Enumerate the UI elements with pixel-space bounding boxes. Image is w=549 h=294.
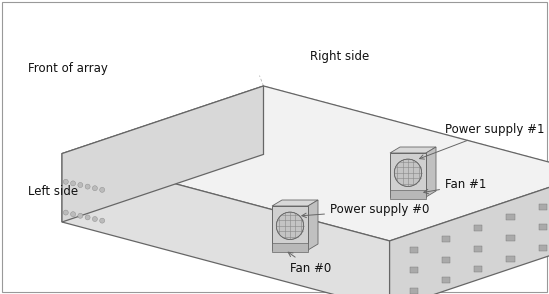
Bar: [390, 190, 426, 199]
Bar: [507, 255, 514, 262]
Circle shape: [92, 216, 97, 221]
Text: Fan #0: Fan #0: [288, 252, 331, 275]
Circle shape: [71, 212, 76, 217]
Circle shape: [276, 212, 304, 240]
Bar: [410, 268, 418, 273]
Bar: [474, 246, 482, 252]
Polygon shape: [426, 147, 436, 197]
Circle shape: [63, 179, 68, 184]
Bar: [474, 266, 482, 272]
Polygon shape: [272, 206, 308, 250]
Text: Power supply #0: Power supply #0: [302, 203, 429, 218]
Circle shape: [92, 186, 97, 191]
Bar: [410, 288, 418, 294]
Bar: [442, 236, 450, 242]
Bar: [507, 214, 514, 220]
Text: Power supply #1: Power supply #1: [419, 123, 545, 159]
Circle shape: [71, 181, 76, 186]
Bar: [539, 245, 547, 251]
Circle shape: [63, 210, 68, 215]
Polygon shape: [308, 200, 318, 250]
Circle shape: [100, 218, 105, 223]
Bar: [442, 277, 450, 283]
Bar: [410, 247, 418, 253]
Circle shape: [394, 159, 422, 186]
Polygon shape: [62, 86, 549, 241]
Circle shape: [78, 183, 83, 188]
Bar: [272, 243, 308, 252]
Circle shape: [85, 184, 90, 189]
Text: Left side: Left side: [28, 185, 78, 198]
Polygon shape: [390, 153, 426, 197]
Text: Fan #1: Fan #1: [424, 178, 486, 194]
Bar: [474, 225, 482, 231]
Polygon shape: [390, 147, 436, 153]
Polygon shape: [62, 86, 264, 222]
Text: Front of array: Front of array: [28, 62, 108, 75]
Bar: [539, 224, 547, 230]
Polygon shape: [272, 200, 318, 206]
Bar: [539, 204, 547, 210]
Circle shape: [100, 187, 105, 192]
Bar: [442, 257, 450, 263]
Circle shape: [85, 215, 90, 220]
Bar: [507, 235, 514, 241]
Polygon shape: [62, 153, 390, 294]
Text: Right side: Right side: [310, 50, 369, 63]
Polygon shape: [390, 173, 549, 294]
Circle shape: [78, 213, 83, 218]
